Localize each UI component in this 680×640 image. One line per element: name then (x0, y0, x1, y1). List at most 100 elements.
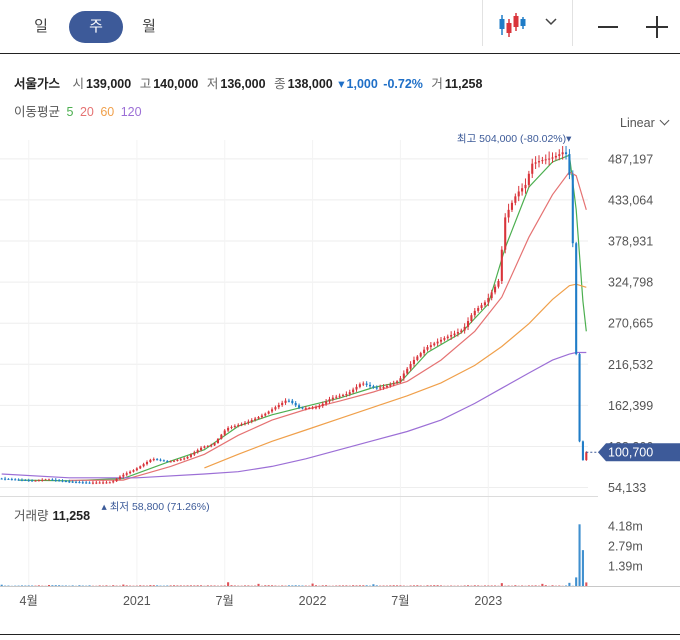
volume-bar (287, 585, 290, 586)
price-tick-label: 270,665 (608, 317, 653, 331)
volume-bar (54, 585, 57, 586)
ma-120: 120 (120, 105, 142, 119)
candle-body (17, 479, 20, 481)
candle-body (81, 482, 84, 484)
candle-body (270, 409, 274, 412)
candle-body (78, 482, 81, 484)
candlestick-icon[interactable] (498, 13, 526, 39)
candle-body (314, 407, 318, 409)
volume-bar (122, 584, 125, 586)
volume-bar (314, 585, 318, 586)
candle-body (149, 459, 152, 462)
volume-tick-label: 2.79m (608, 539, 643, 553)
candle-body (206, 445, 209, 447)
candle-body (564, 152, 568, 155)
volume-bar (264, 585, 267, 586)
candle-body (456, 332, 459, 334)
close-value: 138,000 (287, 77, 333, 91)
scale-mode-select[interactable]: Linear (620, 115, 670, 130)
candle-body (341, 394, 345, 396)
candle-body (152, 459, 155, 461)
candle-body (139, 466, 142, 469)
volume-bar (396, 585, 399, 586)
volume-bar (534, 585, 537, 586)
candle-body (338, 395, 341, 397)
volume-bar (105, 585, 108, 586)
candle-body (527, 173, 530, 185)
candle-body (37, 480, 40, 482)
volume-tick-label: 4.18m (608, 520, 643, 534)
candle-body (216, 438, 220, 444)
open-value: 139,000 (86, 77, 132, 91)
candle-body (382, 386, 385, 388)
volume-bar (0, 584, 3, 586)
ma-legend-label: 이동평균 (14, 105, 61, 119)
volume-bar (139, 585, 142, 586)
volume-bar (169, 585, 172, 586)
candle-body (281, 402, 284, 406)
low-value: 136,000 (220, 77, 266, 91)
volume-bar (321, 585, 324, 586)
high-value: 140,000 (153, 77, 199, 91)
candle-body (193, 452, 196, 455)
minus-icon[interactable] (598, 26, 618, 28)
tab-daily[interactable]: 일 (34, 18, 48, 35)
candle-body (399, 378, 402, 382)
time-tick-label: 2023 (474, 594, 502, 608)
candle-body (200, 447, 203, 451)
volume-bar (575, 577, 578, 586)
candle-body (548, 158, 551, 160)
candle-body (91, 482, 94, 484)
candle-body (301, 407, 304, 409)
candle-body (68, 481, 71, 483)
volume-axis: 4.18m 2.79m 1.39m (608, 520, 643, 574)
time-tick-label: 7월 (391, 594, 409, 608)
chevron-down-icon[interactable] (544, 15, 558, 29)
volume-panel-title: 거래량 (14, 509, 49, 523)
candle-body (31, 480, 34, 482)
candle-body (362, 383, 365, 385)
candle-body (473, 310, 476, 316)
candle-body (328, 399, 331, 402)
tab-weekly[interactable]: 주 (69, 11, 123, 43)
change-down-icon: ▾ (338, 77, 345, 91)
candle-body (74, 481, 78, 483)
candle-body (304, 408, 307, 410)
candle-body (348, 392, 351, 394)
candle-body (402, 373, 405, 379)
candle-body (524, 184, 527, 189)
volume-bar (20, 585, 24, 586)
candle-body (308, 407, 311, 409)
plus-icon[interactable] (646, 16, 668, 38)
candle-body (102, 482, 105, 484)
candle-body (406, 368, 409, 374)
volume-bar (544, 585, 547, 586)
candle-body (176, 459, 179, 461)
candle-body (298, 405, 301, 408)
volume-bar (230, 585, 233, 586)
volume-bar (345, 585, 348, 586)
stock-name: 서울가스 (14, 77, 61, 91)
volume-bar (500, 583, 503, 586)
tab-monthly[interactable]: 월 (142, 18, 156, 35)
candle-body (4, 478, 7, 480)
volume-tick-label: 1.39m (608, 560, 643, 574)
price-tick-label: 162,399 (608, 399, 653, 413)
volume-bar (210, 585, 213, 586)
time-tick-label: 2022 (299, 594, 327, 608)
candle-body (453, 333, 456, 336)
volume-bar (362, 585, 365, 586)
volume-bar (152, 585, 155, 586)
volume-bar (412, 585, 416, 586)
candle-body (423, 349, 426, 354)
candle-body (345, 393, 348, 395)
candle-body (159, 459, 162, 461)
candle-body (145, 461, 149, 465)
volume-bar (311, 583, 314, 586)
volume-bar (416, 585, 419, 586)
volume-bar (392, 585, 395, 586)
volume-bar (355, 585, 358, 586)
candle-body (561, 152, 564, 155)
volume-bar (186, 585, 189, 586)
